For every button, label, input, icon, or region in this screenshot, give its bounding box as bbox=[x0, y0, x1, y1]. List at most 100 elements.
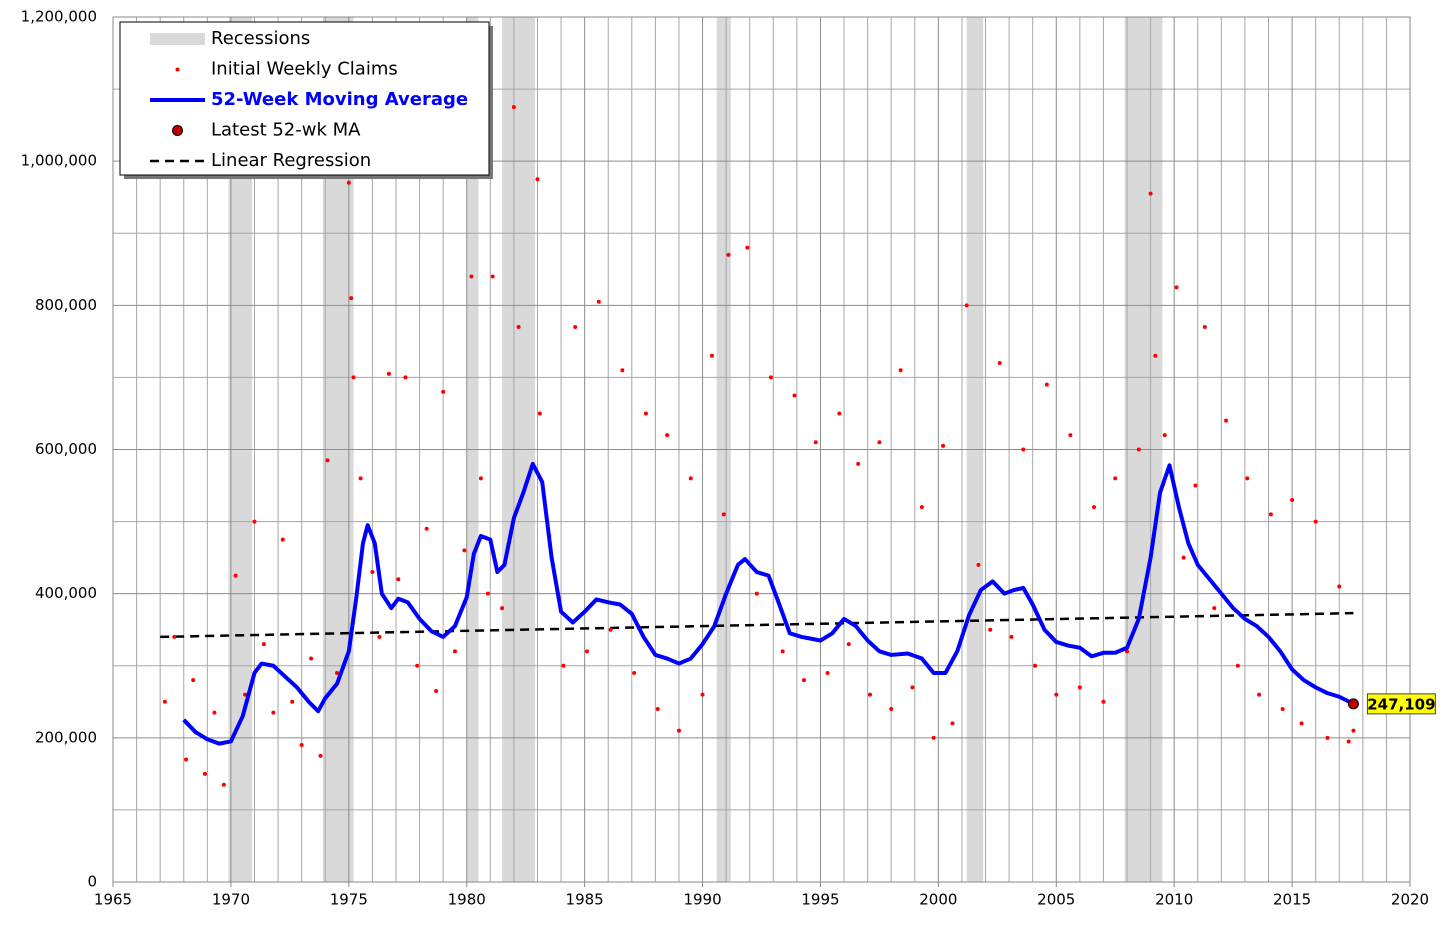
claim-point bbox=[415, 663, 420, 668]
y-tick-label: 200,000 bbox=[35, 728, 97, 746]
claim-point bbox=[243, 692, 248, 697]
claim-point bbox=[754, 591, 759, 596]
claim-point bbox=[386, 371, 391, 376]
claim-point bbox=[745, 245, 750, 250]
claim-point bbox=[931, 735, 936, 740]
legend-swatch bbox=[172, 125, 183, 136]
x-tick-label: 2005 bbox=[1037, 891, 1075, 909]
legend-label: 52-Week Moving Average bbox=[211, 89, 468, 110]
claim-point bbox=[988, 627, 993, 632]
claim-point bbox=[351, 375, 356, 380]
x-tick-label: 1965 bbox=[94, 891, 132, 909]
claim-point bbox=[898, 368, 903, 373]
claim-point bbox=[768, 375, 773, 380]
claim-point bbox=[537, 411, 542, 416]
x-tick-label: 2010 bbox=[1155, 891, 1193, 909]
claim-point bbox=[596, 299, 601, 304]
legend-label: Linear Regression bbox=[211, 150, 371, 171]
value-label-box bbox=[1366, 693, 1436, 715]
claim-point bbox=[1193, 483, 1198, 488]
claim-point bbox=[877, 440, 882, 445]
x-tick-label: 2020 bbox=[1391, 891, 1429, 909]
claim-point bbox=[511, 105, 516, 110]
claim-point bbox=[608, 627, 613, 632]
claim-point bbox=[191, 678, 196, 683]
claim-point bbox=[1299, 721, 1304, 726]
claim-point bbox=[846, 642, 851, 647]
claim-point bbox=[212, 710, 217, 715]
claim-point bbox=[1337, 584, 1342, 589]
legend-swatch bbox=[175, 67, 180, 72]
legend-label: Recessions bbox=[211, 28, 310, 49]
claim-point bbox=[318, 753, 323, 758]
claim-point bbox=[1033, 663, 1038, 668]
claim-point bbox=[452, 649, 457, 654]
claim-point bbox=[1224, 418, 1229, 423]
moving-average-line bbox=[182, 461, 1355, 746]
y-tick-label: 0 bbox=[87, 873, 97, 891]
claim-point bbox=[396, 577, 401, 582]
claim-point bbox=[584, 649, 589, 654]
claim-point bbox=[561, 663, 566, 668]
claim-point bbox=[335, 670, 340, 675]
claim-point bbox=[1202, 324, 1207, 329]
x-tick-label: 2000 bbox=[919, 891, 957, 909]
claim-point bbox=[676, 728, 681, 733]
claim-point bbox=[726, 252, 731, 257]
claim-point bbox=[441, 389, 446, 394]
claim-point bbox=[1351, 728, 1356, 733]
claim-point bbox=[1153, 353, 1158, 358]
claim-point bbox=[1313, 519, 1318, 524]
claim-point bbox=[172, 634, 177, 639]
claim-point bbox=[469, 274, 474, 279]
y-tick-label: 800,000 bbox=[35, 296, 97, 314]
claim-point bbox=[792, 393, 797, 398]
claim-point bbox=[403, 375, 408, 380]
latest-point bbox=[1347, 698, 1359, 710]
claim-point bbox=[1325, 735, 1330, 740]
claim-point bbox=[964, 303, 969, 308]
y-tick-label: 1,000,000 bbox=[21, 152, 97, 170]
claim-point bbox=[665, 433, 670, 438]
claim-point bbox=[299, 743, 304, 748]
claim-point bbox=[950, 721, 955, 726]
claim-point bbox=[655, 707, 660, 711]
claim-point bbox=[271, 710, 276, 715]
claim-point bbox=[632, 670, 637, 675]
claim-point bbox=[261, 642, 266, 647]
claim-point bbox=[1346, 739, 1351, 744]
claim-point bbox=[1136, 447, 1141, 452]
claim-point bbox=[997, 361, 1002, 365]
claim-point bbox=[184, 757, 189, 762]
claim-point bbox=[1077, 685, 1082, 690]
claim-point bbox=[490, 274, 495, 279]
legend-label: Initial Weekly Claims bbox=[211, 59, 398, 80]
claim-point bbox=[280, 537, 285, 542]
claim-point bbox=[801, 678, 806, 683]
x-tick-label: 2015 bbox=[1273, 891, 1311, 909]
claim-point bbox=[941, 443, 946, 448]
claim-point bbox=[358, 476, 363, 481]
y-tick-label: 400,000 bbox=[35, 584, 97, 602]
claim-point bbox=[202, 771, 207, 776]
x-tick-label: 1995 bbox=[801, 891, 839, 909]
y-tick-label: 600,000 bbox=[35, 440, 97, 458]
claim-point bbox=[825, 670, 830, 675]
claim-point bbox=[1148, 191, 1153, 196]
claim-point bbox=[1101, 699, 1106, 704]
regression-line bbox=[160, 611, 1354, 639]
claim-point bbox=[1212, 606, 1217, 611]
claim-point bbox=[325, 458, 330, 463]
claim-point bbox=[813, 440, 818, 445]
x-tick-label: 1975 bbox=[330, 891, 368, 909]
claim-point bbox=[1009, 634, 1014, 639]
claim-point bbox=[516, 324, 521, 329]
claim-point bbox=[976, 562, 981, 567]
claim-point bbox=[700, 692, 705, 697]
claim-point bbox=[252, 519, 257, 524]
claim-point bbox=[162, 699, 167, 704]
claim-point bbox=[1257, 692, 1262, 697]
claim-point bbox=[688, 476, 693, 481]
x-tick-label: 1970 bbox=[212, 891, 250, 909]
